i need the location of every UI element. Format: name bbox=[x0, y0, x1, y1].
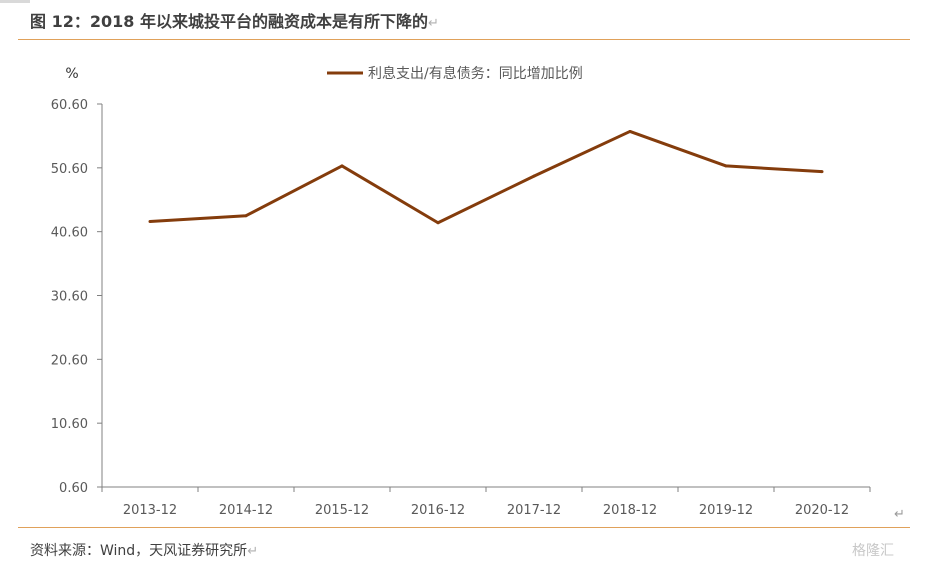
data-point bbox=[532, 174, 536, 178]
data-point bbox=[148, 219, 152, 223]
data-point bbox=[340, 164, 344, 168]
line-chart: % 利息支出/有息债务：同比增加比例 0.60 10.60 20.60 30.60 40… bbox=[51, 65, 871, 518]
source-divider bbox=[18, 527, 910, 528]
data-point bbox=[628, 129, 632, 133]
x-tick-label: 2013-12 bbox=[123, 503, 177, 518]
y-tick-label: 60.60 bbox=[51, 98, 88, 113]
top-tab-decoration bbox=[0, 0, 30, 3]
watermark-logo: 格隆汇 bbox=[852, 543, 894, 559]
y-tick-label: 0.60 bbox=[59, 481, 88, 496]
y-axis-unit-label: % bbox=[65, 66, 78, 82]
x-tick-label: 2016-12 bbox=[411, 503, 465, 518]
source-note: 资料来源：Wind，天风证券研究所↵ bbox=[30, 540, 258, 560]
y-tick-label: 20.60 bbox=[51, 353, 88, 368]
corner-return-mark: ↵ bbox=[894, 507, 905, 522]
y-tick-label: 50.60 bbox=[51, 162, 88, 177]
legend: 利息支出/有息债务：同比增加比例 bbox=[327, 65, 583, 82]
x-tick-label: 2020-12 bbox=[795, 503, 849, 518]
y-ticks: 0.60 10.60 20.60 30.60 40.60 50.60 60.60 bbox=[51, 98, 102, 496]
data-point bbox=[724, 164, 728, 168]
title-divider bbox=[18, 39, 910, 40]
x-tick-label: 2019-12 bbox=[699, 503, 753, 518]
figure-title: 图 12：2018 年以来城投平台的融资成本是有所下降的↵ bbox=[30, 8, 439, 32]
x-tick-label: 2014-12 bbox=[219, 503, 273, 518]
x-tick-label: 2015-12 bbox=[315, 503, 369, 518]
series-layer bbox=[148, 129, 824, 225]
return-mark-icon: ↵ bbox=[427, 16, 439, 31]
data-point bbox=[244, 214, 248, 218]
series-line bbox=[149, 129, 823, 225]
x-tick-label: 2017-12 bbox=[507, 503, 561, 518]
figure-title-text: 图 12：2018 年以来城投平台的融资成本是有所下降的 bbox=[30, 12, 428, 31]
x-ticks: 2013-12 2014-12 2015-12 2016-12 2017-12 2018-… bbox=[101, 487, 871, 518]
data-point bbox=[436, 221, 440, 225]
data-point bbox=[820, 170, 824, 174]
x-tick-label: 2018-12 bbox=[603, 503, 657, 518]
y-tick-label: 10.60 bbox=[51, 417, 88, 432]
y-tick-label: 40.60 bbox=[51, 226, 88, 241]
y-tick-label: 30.60 bbox=[51, 290, 88, 305]
return-mark-icon: ↵ bbox=[247, 544, 259, 559]
source-note-text: 资料来源：Wind，天风证券研究所 bbox=[30, 543, 248, 559]
legend-label: 利息支出/有息债务：同比增加比例 bbox=[368, 65, 583, 82]
